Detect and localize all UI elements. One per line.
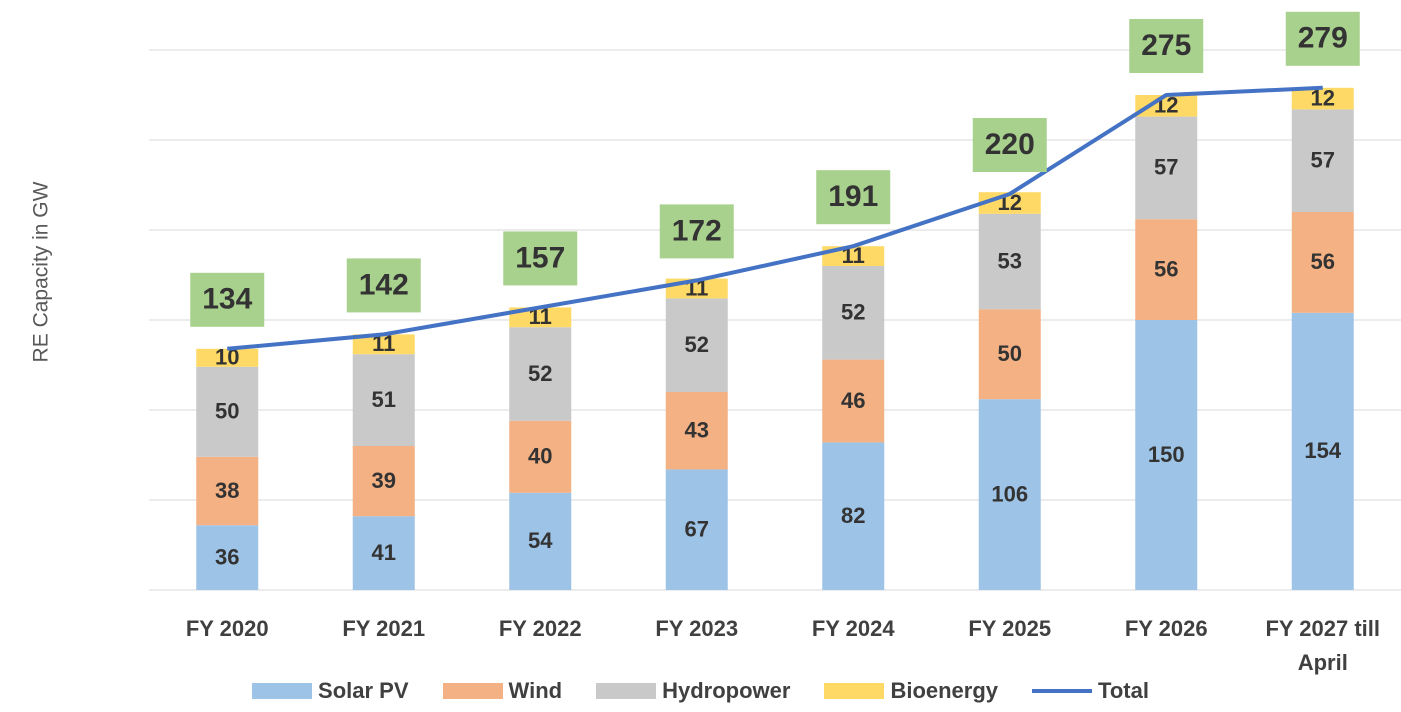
- total-label: 191: [828, 180, 878, 213]
- bar-segment: [665, 469, 728, 590]
- bar-segment: [196, 456, 259, 526]
- bar-segment: [196, 525, 259, 590]
- data-label: 54: [528, 528, 553, 553]
- x-tick-label: FY 2027 till April: [1265, 616, 1381, 675]
- bar-segment: [822, 359, 885, 443]
- bar-segment: [978, 309, 1041, 400]
- x-tick-label: FY 2020: [185, 616, 269, 641]
- bar-segment: [665, 392, 728, 470]
- total-label: 142: [359, 268, 409, 301]
- legend-item: Wind: [442, 678, 563, 704]
- data-label: 50: [215, 399, 239, 424]
- x-tick-label: FY 2021: [342, 616, 426, 641]
- total-label-box: [1129, 19, 1204, 73]
- legend-label: Bioenergy: [890, 678, 999, 703]
- data-label: 41: [372, 540, 396, 565]
- legend-label: Wind: [508, 678, 563, 703]
- bar-segment: [1135, 116, 1198, 220]
- bar-segment: [352, 334, 415, 355]
- data-label: 150: [1148, 442, 1185, 467]
- x-tick-label: FY 2025: [968, 616, 1052, 641]
- data-label: 43: [685, 418, 709, 443]
- legend-item: Solar PV: [252, 678, 409, 704]
- bar-segment: [352, 446, 415, 517]
- bar-segment: [1291, 87, 1354, 110]
- data-label: 154: [1304, 438, 1341, 463]
- data-label: 57: [1311, 148, 1335, 173]
- total-label-box: [816, 170, 891, 225]
- total-label-box: [659, 204, 734, 259]
- total-line: [227, 85, 1323, 351]
- total-label: 275: [1141, 29, 1191, 62]
- total-label-box: [190, 272, 265, 327]
- data-label: 50: [998, 341, 1022, 366]
- bar-segment: [665, 298, 728, 392]
- bar-segment: [978, 213, 1041, 310]
- total-label: 157: [515, 241, 565, 274]
- data-label: 46: [841, 388, 865, 413]
- bar-segment: [822, 266, 885, 360]
- data-label: 36: [215, 544, 239, 569]
- legend-item: Total: [1032, 678, 1149, 704]
- legend-swatch: [442, 683, 503, 699]
- legend-swatch: [824, 683, 885, 699]
- legend-swatch: [252, 683, 313, 699]
- bar-segment: [352, 354, 415, 446]
- data-label: 53: [998, 248, 1022, 273]
- total-label: 220: [985, 128, 1035, 161]
- legend-label: Solar PV: [318, 678, 409, 703]
- data-label: 38: [215, 478, 239, 503]
- total-label-box: [346, 258, 421, 313]
- data-label: 67: [685, 517, 709, 542]
- data-label: 82: [841, 503, 865, 528]
- data-label: 51: [372, 387, 396, 412]
- legend-label: Total: [1098, 678, 1149, 703]
- data-label: 57: [1154, 155, 1178, 180]
- x-tick-label: FY 2022: [498, 616, 582, 641]
- total-label: 172: [672, 214, 722, 247]
- data-label: 11: [372, 331, 395, 356]
- bar-segment: [509, 492, 572, 590]
- data-label: 52: [528, 361, 552, 386]
- legend-label: Hydropower: [662, 678, 791, 703]
- legend-swatch: [1032, 689, 1093, 693]
- total-label-box: [972, 118, 1047, 172]
- bar-segment: [352, 516, 415, 590]
- data-label: 40: [528, 444, 552, 469]
- data-label: 56: [1311, 249, 1335, 274]
- x-tick-label: FY 2024: [811, 616, 895, 641]
- legend-swatch: [596, 683, 657, 699]
- bar-segment: [1291, 212, 1354, 313]
- bar-segment: [1135, 320, 1198, 590]
- total-label: 279: [1298, 22, 1348, 55]
- total-label: 134: [202, 283, 252, 316]
- data-label: 52: [841, 300, 865, 325]
- total-label-box: [1285, 11, 1360, 66]
- data-label: 39: [372, 468, 396, 493]
- bar-segment: [509, 307, 572, 328]
- bar-segment: [822, 442, 885, 590]
- data-label: 52: [685, 332, 709, 357]
- bar-segment: [1135, 95, 1198, 117]
- total-label-box: [503, 231, 578, 286]
- bar-segment: [196, 348, 259, 367]
- data-label: 106: [991, 481, 1028, 506]
- bar-segment: [509, 420, 572, 493]
- x-tick-label: FY 2023: [655, 616, 739, 641]
- bar-segment: [978, 399, 1041, 590]
- bar-segment: [196, 366, 259, 457]
- legend-item: Hydropower: [596, 678, 790, 704]
- x-tick-label: FY 2026: [1124, 616, 1208, 641]
- bar-segment: [1291, 312, 1354, 590]
- data-label: 56: [1154, 256, 1178, 281]
- bar-segment: [1135, 219, 1198, 320]
- legend-item: Bioenergy: [824, 678, 998, 704]
- bar-segment: [509, 327, 572, 421]
- y-axis-label: RE Capacity in GW: [30, 181, 53, 362]
- bar-segment: [1291, 109, 1354, 212]
- legend: Solar PV Wind Hydropower Bioenergy Total: [0, 678, 1401, 704]
